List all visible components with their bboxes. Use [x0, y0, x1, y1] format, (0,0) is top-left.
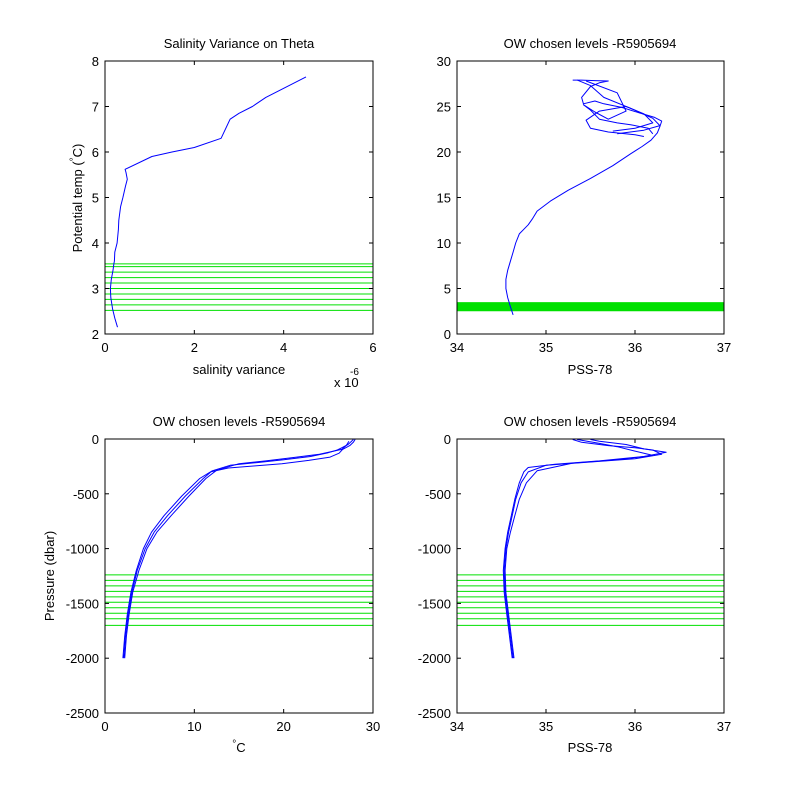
- y-tick-label: -500: [73, 487, 99, 502]
- y-tick-label: 2: [92, 327, 99, 342]
- y-tick-label: 8: [92, 54, 99, 69]
- subplot-theta-salinity: OW chosen levels -R5905694 PSS-78 34 35 36…: [437, 36, 732, 377]
- series-line: [505, 79, 663, 316]
- y-axis-label: Pressure (dbar): [42, 531, 57, 621]
- series-line: [123, 439, 354, 659]
- x-axis-label: salinity variance: [193, 362, 286, 377]
- subplot-theta-variance: Salinity Variance on Theta salinity vari…: [69, 36, 377, 390]
- x-tick-label: 34: [450, 719, 464, 734]
- y-tick-label: -500: [425, 487, 451, 502]
- y-tick-label: 3: [92, 282, 99, 297]
- series-line: [577, 79, 661, 135]
- y-tick-label: -2500: [66, 706, 99, 721]
- x-tick-label: 0: [101, 340, 108, 355]
- x-tick-label: 37: [717, 719, 731, 734]
- x-tick-label: 36: [628, 719, 642, 734]
- x-tick-label: 37: [717, 340, 731, 355]
- chart-title: Salinity Variance on Theta: [164, 36, 315, 51]
- y-tick-label: 15: [437, 191, 451, 206]
- y-tick-label: 25: [437, 100, 451, 115]
- x-exponent-label: x 10 -6: [334, 367, 359, 390]
- plot-frame: [104, 60, 374, 335]
- chart-title: OW chosen levels -R5905694: [153, 414, 326, 429]
- x-axis-label: °C: [232, 739, 245, 755]
- y-tick-label: 20: [437, 145, 451, 160]
- y-tick-label: 5: [92, 191, 99, 206]
- x-axis-label: PSS-78: [568, 740, 613, 755]
- chart-title: OW chosen levels -R5905694: [504, 414, 677, 429]
- x-tick-label: 0: [101, 719, 108, 734]
- y-tick-label: -1500: [66, 596, 99, 611]
- degree-sign: °: [69, 157, 80, 161]
- x-tick-label: 36: [628, 340, 642, 355]
- y-tick-label: 0: [444, 327, 451, 342]
- y-axis-label: Potential temp (°C): [69, 144, 85, 253]
- y-tick-label: -2500: [418, 706, 451, 721]
- series-line: [582, 80, 654, 135]
- x-tick-label: 34: [450, 340, 464, 355]
- y-tick-label: 10: [437, 236, 451, 251]
- y-tick-label: 30: [437, 54, 451, 69]
- series-line: [109, 76, 307, 328]
- y-tick-label: 6: [92, 145, 99, 160]
- x-exponent-base: x 10: [334, 375, 359, 390]
- x-tick-label: 20: [276, 719, 290, 734]
- series-line: [502, 439, 667, 659]
- y-tick-label: -1000: [66, 542, 99, 557]
- x-axis-label-unit: C: [236, 740, 245, 755]
- y-tick-label: -2000: [418, 651, 451, 666]
- series-line: [124, 440, 350, 659]
- y-tick-label: -2000: [66, 651, 99, 666]
- x-tick-label: 2: [191, 340, 198, 355]
- level-band: [457, 302, 724, 312]
- x-tick-label: 6: [369, 340, 376, 355]
- degree-sign: °: [232, 739, 236, 750]
- subplot-pressure-salinity: OW chosen levels -R5905694 PSS-78 34 35 36…: [418, 414, 731, 755]
- series-line: [122, 439, 356, 659]
- x-tick-label: 35: [539, 340, 553, 355]
- x-axis-label: PSS-78: [568, 362, 613, 377]
- x-tick-label: 30: [366, 719, 380, 734]
- x-tick-label: 35: [539, 719, 553, 734]
- y-tick-label: 4: [92, 236, 99, 251]
- series-line: [504, 439, 654, 659]
- y-tick-label: 0: [92, 432, 99, 447]
- y-tick-label: -1000: [418, 542, 451, 557]
- series-line: [585, 106, 654, 137]
- y-tick-label: 5: [444, 282, 451, 297]
- subplot-pressure-temperature: OW chosen levels -R5905694 °C Pressure (…: [42, 414, 380, 755]
- y-tick-label: 0: [444, 432, 451, 447]
- series-line: [503, 439, 663, 659]
- plot-frame: [456, 438, 725, 714]
- y-tick-label: -1500: [418, 596, 451, 611]
- x-tick-label: 4: [280, 340, 287, 355]
- y-axis-label-text: Potential temp (: [70, 161, 85, 253]
- plot-frame: [104, 438, 374, 714]
- x-tick-label: 10: [187, 719, 201, 734]
- y-tick-label: 7: [92, 100, 99, 115]
- chart-title: OW chosen levels -R5905694: [504, 36, 677, 51]
- x-exponent-power: -6: [350, 367, 359, 378]
- y-axis-label-unit: C): [70, 144, 85, 158]
